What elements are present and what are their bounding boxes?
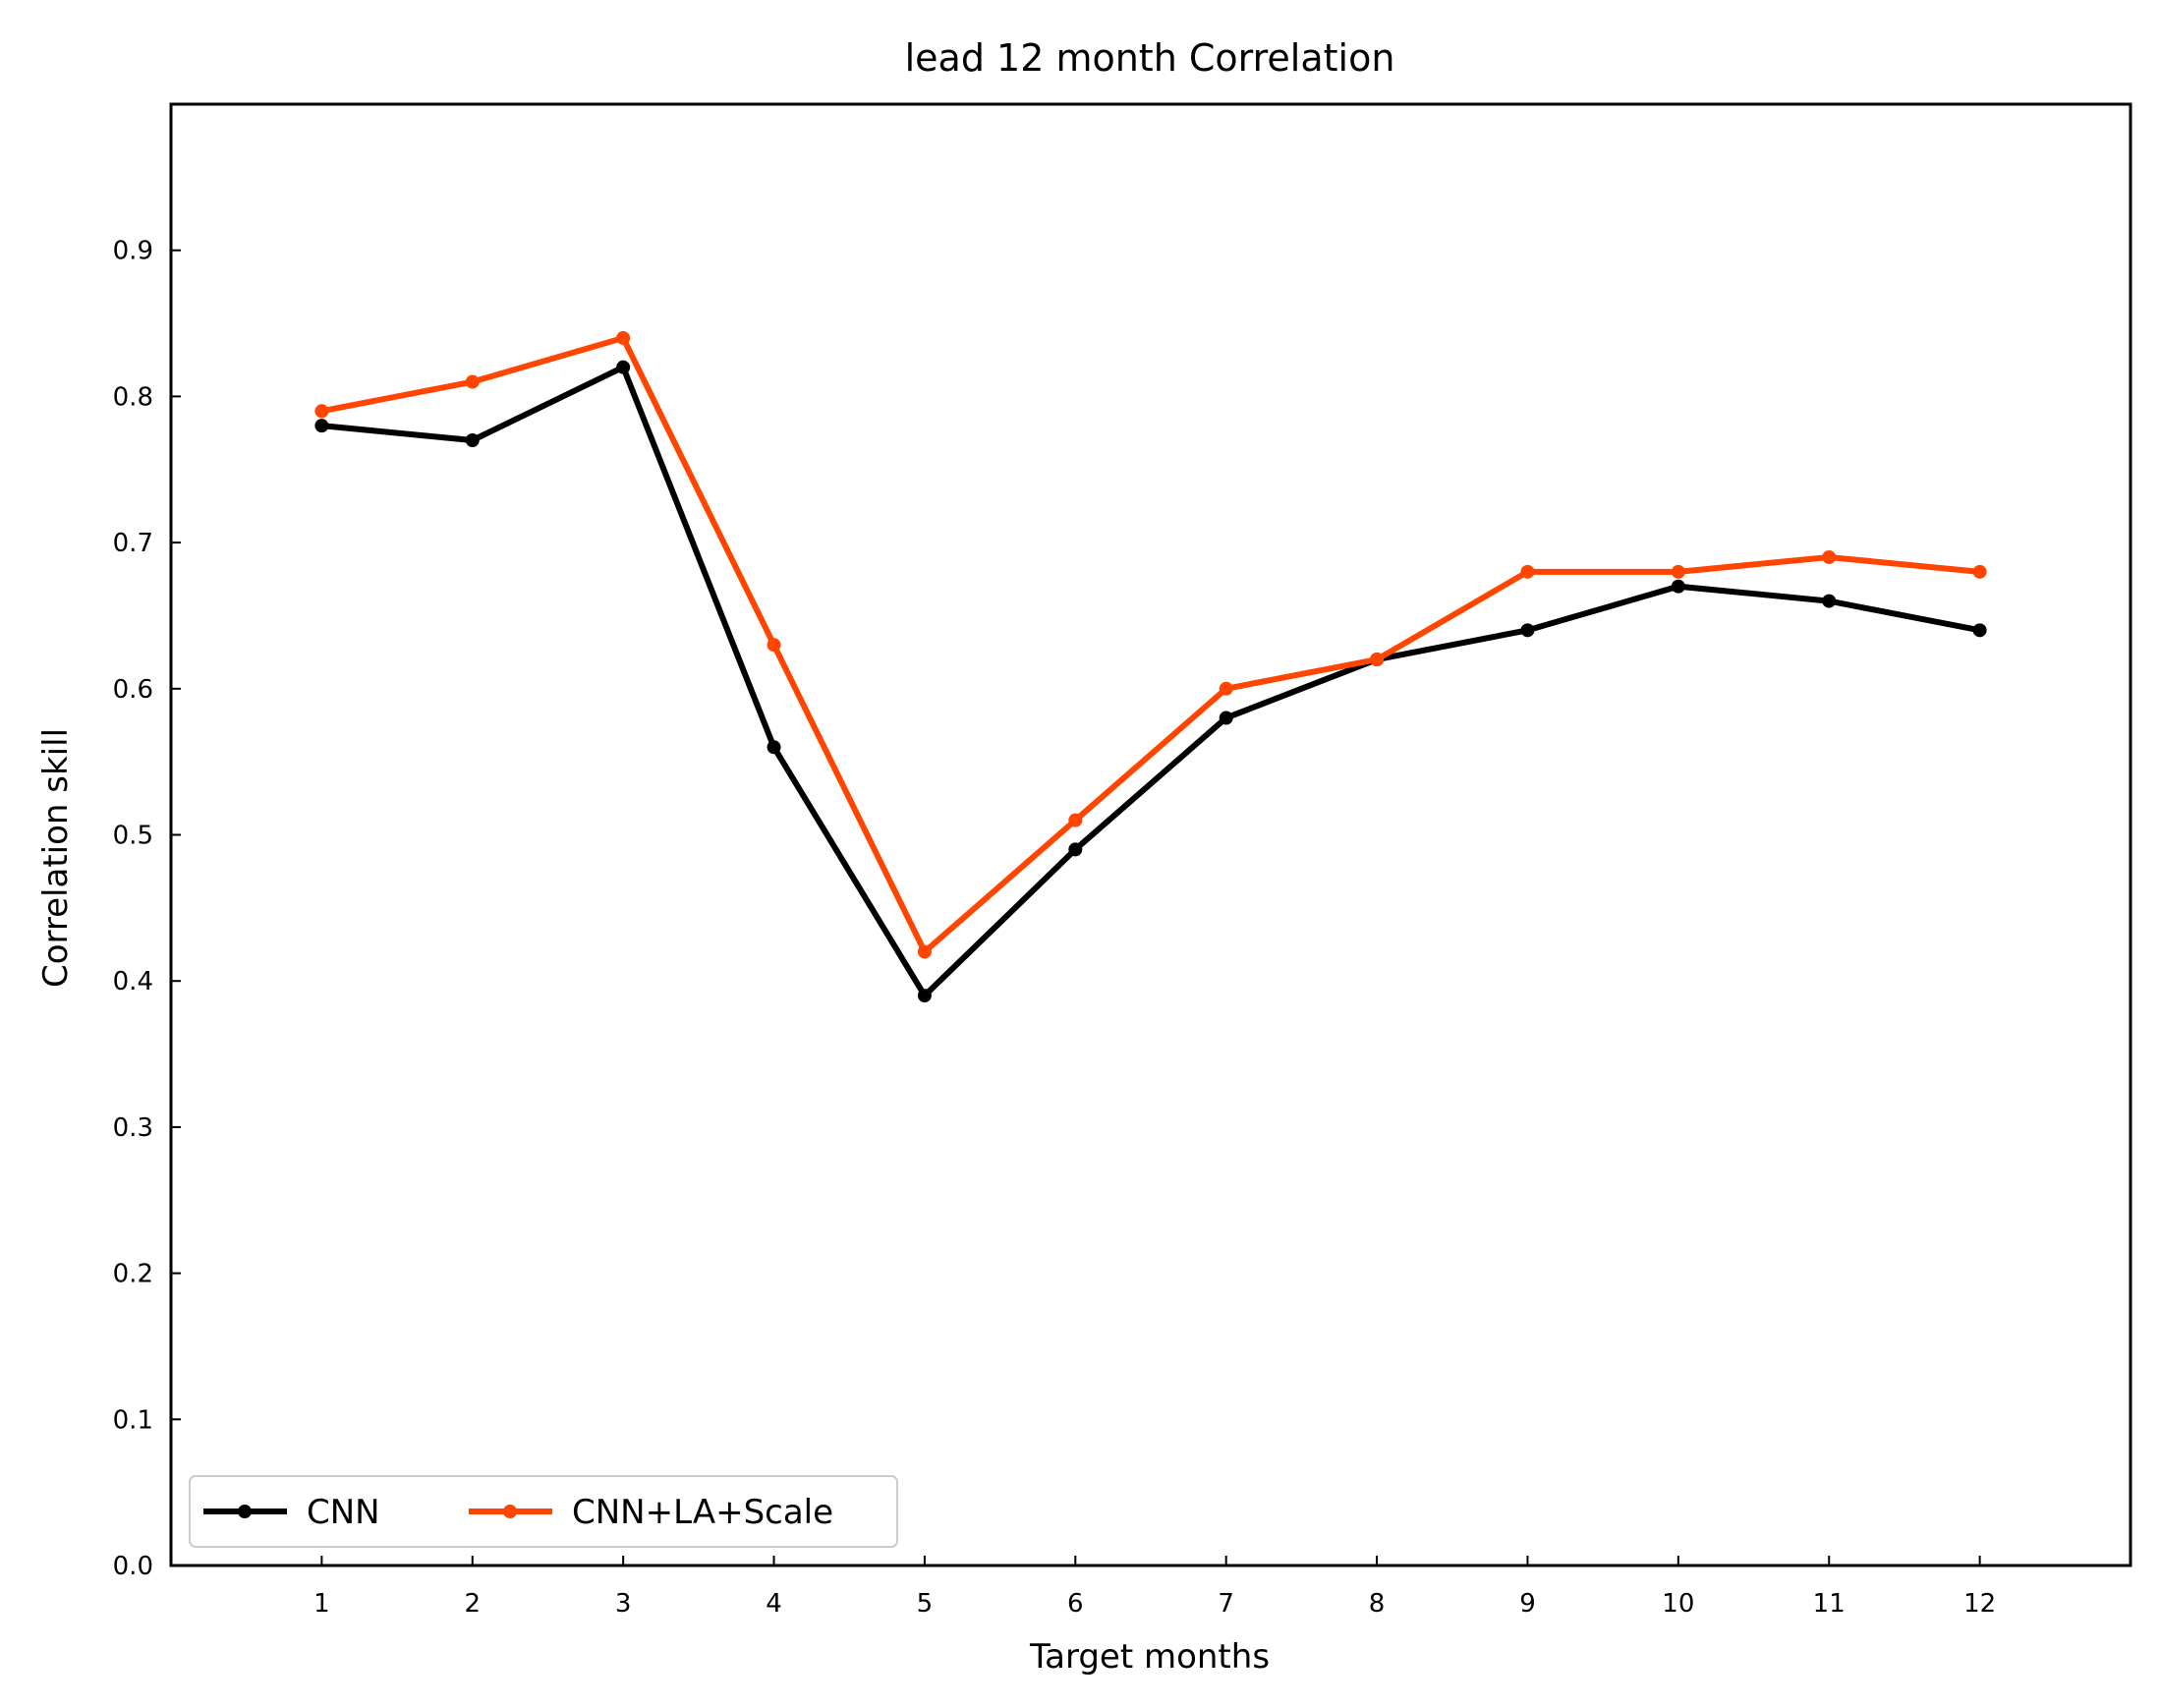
data-point-cnn (465, 433, 480, 448)
y-tick-label: 0.3 (113, 1113, 153, 1143)
x-tick-label: 6 (1067, 1589, 1084, 1619)
series-line-cnn (321, 363, 1981, 1000)
data-point-cnn (767, 740, 781, 755)
x-tick-label: 5 (917, 1589, 934, 1619)
x-axis-label: Target months (1029, 1637, 1270, 1677)
data-point-cnn-la-scale (616, 330, 631, 345)
y-tick-label: 0.8 (113, 382, 153, 412)
legend-label: CNN (307, 1493, 380, 1532)
data-point-cnn-la-scale (1822, 549, 1837, 564)
data-point-cnn (616, 360, 631, 374)
legend-label: CNN+LA+Scale (572, 1493, 833, 1532)
data-point-cnn-la-scale (1671, 564, 1685, 579)
y-tick-label: 0.1 (113, 1405, 153, 1435)
data-point-cnn-la-scale (1972, 564, 1987, 579)
y-tick-label: 0.6 (113, 675, 153, 705)
chart-title: lead 12 month Correlation (905, 36, 1395, 80)
plot-area: 0.00.10.20.30.40.50.60.70.80.91 2 3 4 5 6 7 8 9 1… (113, 102, 2132, 1619)
data-point-cnn-la-scale (1068, 813, 1083, 827)
data-point-cnn (1671, 579, 1685, 594)
y-tick-label: 0.5 (113, 822, 153, 851)
data-point-cnn-la-scale (917, 944, 932, 959)
x-tick-label: 2 (464, 1589, 481, 1619)
data-point-cnn-la-scale (767, 638, 781, 653)
x-tick-label: 4 (766, 1589, 782, 1619)
legend-swatch-marker (238, 1505, 252, 1518)
x-tick-label: 1 (313, 1589, 330, 1619)
data-point-cnn-la-scale (1219, 681, 1233, 696)
data-point-cnn (1822, 594, 1837, 608)
y-tick-label: 0.4 (113, 967, 153, 996)
data-point-cnn (1520, 623, 1535, 638)
data-point-cnn (1219, 711, 1233, 725)
data-point-cnn (917, 989, 932, 1003)
data-point-cnn-la-scale (1370, 653, 1385, 667)
data-point-cnn (314, 419, 329, 433)
x-tick-label: 7 (1218, 1589, 1234, 1619)
data-point-cnn (1972, 623, 1987, 638)
x-tick-label: 12 (1963, 1589, 1996, 1619)
legend-swatch-marker (503, 1505, 517, 1518)
data-point-cnn-la-scale (1520, 564, 1535, 579)
x-tick-label: 9 (1519, 1589, 1536, 1619)
data-point-cnn (1068, 842, 1083, 857)
y-tick-label: 0.0 (113, 1552, 153, 1581)
plot-frame (169, 102, 2132, 1567)
data-point-cnn-la-scale (314, 404, 329, 419)
y-axis-label: Correlation skill (36, 728, 76, 988)
x-tick-label: 3 (615, 1589, 632, 1619)
y-tick-label: 0.2 (113, 1260, 153, 1289)
y-tick-label: 0.9 (113, 237, 153, 266)
legend: CNN CNN+LA+Scale (189, 1475, 898, 1548)
data-point-cnn-la-scale (465, 374, 480, 389)
series-line-cnn-la-scale (320, 334, 1980, 957)
x-tick-label: 11 (1813, 1589, 1846, 1619)
x-tick-label: 10 (1662, 1589, 1694, 1619)
y-tick-label: 0.7 (113, 529, 153, 558)
x-tick-label: 8 (1369, 1589, 1386, 1619)
